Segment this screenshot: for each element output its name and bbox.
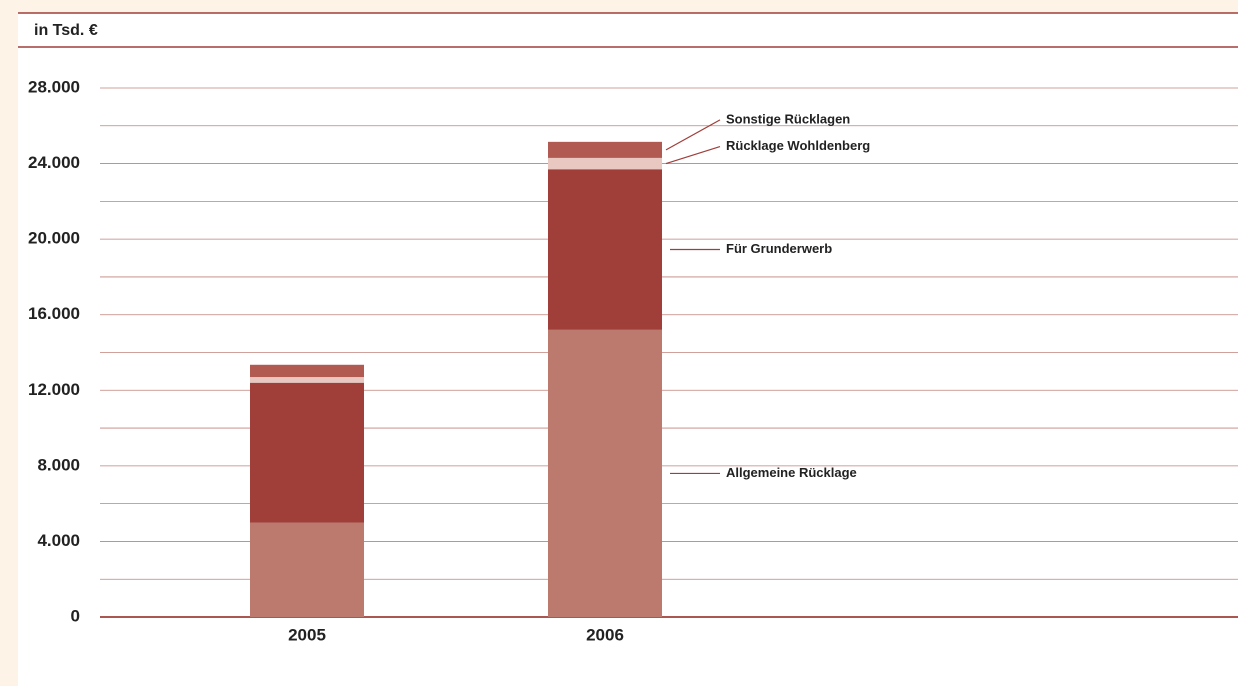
series-label: Allgemeine Rücklage	[726, 465, 857, 480]
y-tick-label: 24.000	[28, 153, 80, 172]
y-tick-label: 0	[71, 606, 80, 625]
bar-segment	[548, 329, 662, 617]
axis-title: in Tsd. €	[34, 22, 98, 39]
bar-segment	[548, 141, 662, 158]
series-label: Rücklage Wohldenberg	[726, 138, 870, 153]
series-label: Für Grunderwerb	[726, 241, 832, 256]
y-tick-label: 20.000	[28, 229, 80, 248]
series-label: Sonstige Rücklagen	[726, 111, 850, 126]
bar-segment	[250, 382, 364, 523]
y-tick-label: 16.000	[28, 304, 80, 323]
bar-segment	[250, 364, 364, 378]
leader-line	[665, 145, 721, 165]
y-tick-label: 12.000	[28, 380, 80, 399]
x-tick-label: 2005	[288, 625, 326, 644]
header-band	[0, 0, 1238, 13]
y-tick-label: 4.000	[37, 531, 80, 550]
y-tick-label: 28.000	[28, 77, 80, 96]
bar-segment	[548, 169, 662, 330]
bar-segment	[250, 522, 364, 617]
leader-line	[665, 119, 721, 151]
bar-segment	[250, 377, 364, 383]
x-tick-label: 2006	[586, 625, 624, 644]
bar-segment	[548, 157, 662, 170]
y-tick-label: 8.000	[37, 455, 80, 474]
